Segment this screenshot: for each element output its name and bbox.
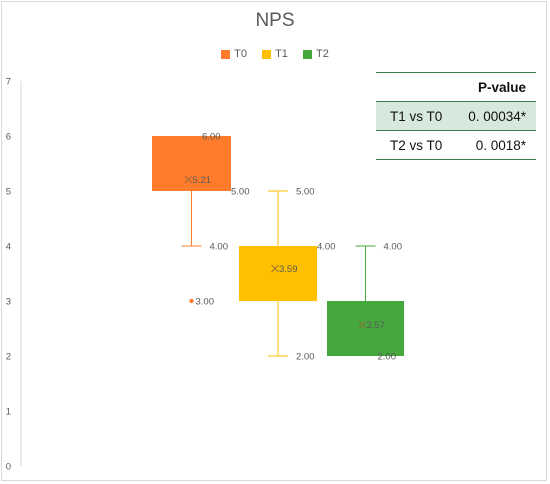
series-t2-max-label: 4.00 <box>384 242 403 253</box>
series-t2-box <box>327 301 404 356</box>
legend-label-t1: T1 <box>275 48 288 60</box>
series-t2-q1-label: 2.00 <box>378 352 397 363</box>
y-tick-label: 3 <box>6 297 11 308</box>
table-row-label: T1 vs T0 <box>390 108 443 124</box>
y-tick-label: 6 <box>6 132 11 143</box>
table-header-row: P-value <box>376 72 536 102</box>
legend-item-t2: T2 <box>302 48 329 60</box>
legend: T0 T1 T2 <box>0 48 550 62</box>
series-t0-outlier-point <box>189 298 194 304</box>
table-header-pvalue: P-value <box>477 79 526 95</box>
series-t1-mean-label: 3.59 <box>279 264 298 275</box>
legend-swatch-t2 <box>302 49 312 59</box>
series-t1-mean-marker <box>271 264 279 273</box>
series-t1-max-label: 5.00 <box>296 187 315 198</box>
series-t0-mean-label: 5.21 <box>193 175 212 186</box>
p-value-table: P-value T1 vs T0 0. 00034* T2 vs T0 0. 0… <box>376 72 536 160</box>
table-row-value: 0. 0018* <box>475 137 526 153</box>
series-t1-box <box>239 246 317 301</box>
y-tick-label: 2 <box>6 352 11 363</box>
series-t0-mean-marker <box>184 175 193 184</box>
table-row-value: 0. 00034* <box>468 108 526 124</box>
y-tick-label: 5 <box>6 187 11 198</box>
series-t1-q3-label: 4.00 <box>317 242 336 253</box>
chart-title: NPS <box>255 10 295 31</box>
legend-item-t0: T0 <box>221 48 247 60</box>
series-t1-min-label: 2.00 <box>296 352 315 363</box>
legend-swatch-t0 <box>221 49 231 59</box>
y-tick-label: 7 <box>6 77 11 88</box>
legend-label-t0: T0 <box>234 48 248 60</box>
y-tick-label: 4 <box>6 242 11 253</box>
legend-item-t1: T1 <box>262 48 288 60</box>
series-t0-q3-label: 6.00 <box>202 132 221 143</box>
table-row: T1 vs T0 0. 00034* <box>376 102 536 131</box>
legend-swatch-t1 <box>262 49 272 59</box>
table-row-label: T2 vs T0 <box>390 137 443 153</box>
y-tick-label: 1 <box>6 407 11 418</box>
y-tick-label: 0 <box>6 462 11 473</box>
series-t0-min-label: 4.00 <box>210 242 229 253</box>
series-t2-mean-marker <box>358 320 367 329</box>
series-t0-q1-label: 5.00 <box>231 187 250 198</box>
series-t0-outlier-label: 3.00 <box>196 297 215 308</box>
table-row: T2 vs T0 0. 0018* <box>376 131 536 160</box>
series-t2-mean-label: 2.57 <box>367 320 386 331</box>
legend-label-t2: T2 <box>315 48 329 60</box>
